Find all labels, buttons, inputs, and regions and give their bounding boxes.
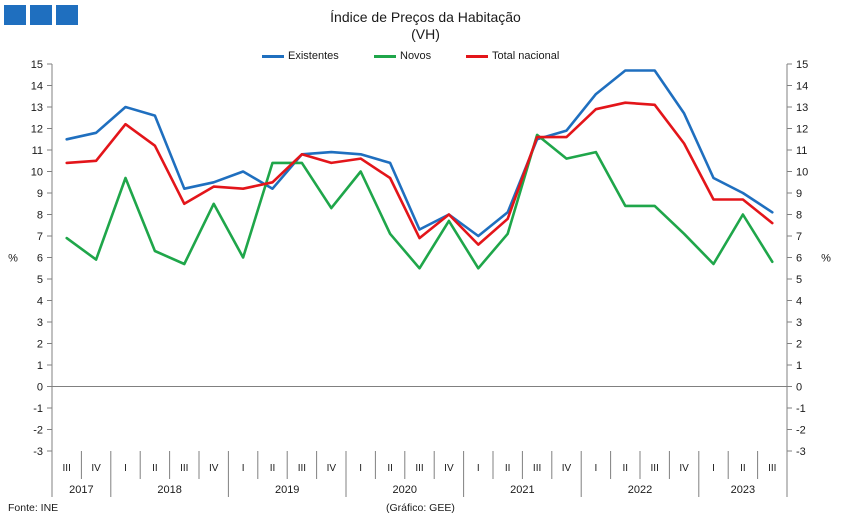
year-label: 2019	[275, 484, 299, 496]
y-axis-label-left: %	[8, 253, 18, 265]
quarter-label: II	[152, 463, 158, 474]
y-tick-label-left: -1	[33, 403, 43, 415]
quarter-label: I	[712, 463, 715, 474]
year-label: 2022	[628, 484, 652, 496]
header-square-2	[30, 5, 52, 25]
quarter-label: I	[124, 463, 127, 474]
year-label: 2023	[731, 484, 755, 496]
y-tick-label-right: 13	[796, 102, 808, 114]
legend-label-existentes: Existentes	[288, 50, 339, 62]
quarter-label: I	[477, 463, 480, 474]
series-line-novos	[65, 133, 774, 270]
y-tick-label-left: -2	[33, 425, 43, 437]
quarter-label: II	[387, 463, 393, 474]
y-tick-label-left: 2	[37, 339, 43, 351]
y-tick-label-right: 3	[796, 317, 802, 329]
y-axis-label-right: %	[821, 253, 831, 265]
y-tick-label-right: 11	[796, 145, 807, 157]
y-tick-label-right: 1	[796, 360, 802, 372]
y-tick-label-left: 9	[37, 188, 43, 200]
y-tick-label-right: 9	[796, 188, 802, 200]
y-tick-label-left: 15	[31, 59, 43, 71]
header-square-1	[4, 5, 26, 25]
quarter-label: IV	[209, 463, 219, 474]
quarter-label: IV	[444, 463, 454, 474]
y-tick-label-right: 4	[796, 296, 802, 308]
quarter-label: II	[270, 463, 276, 474]
legend-swatch-total	[466, 54, 488, 58]
y-tick-label-left: 13	[31, 102, 43, 114]
quarter-label: II	[740, 463, 746, 474]
y-tick-label-left: 4	[37, 296, 43, 308]
y-tick-label-right: 10	[796, 167, 808, 179]
quarter-label: IV	[562, 463, 572, 474]
footer-source: Fonte: INE	[8, 502, 59, 514]
year-label: 2021	[510, 484, 534, 496]
footer-credit: (Gráfico: GEE)	[386, 502, 455, 514]
year-label: 2018	[157, 484, 181, 496]
y-tick-label-right: 15	[796, 59, 808, 71]
quarter-label: III	[63, 463, 71, 474]
legend-label-novos: Novos	[400, 50, 432, 62]
series-line-total-nacional	[65, 101, 774, 246]
y-tick-label-right: 0	[796, 382, 802, 394]
y-tick-label-left: 14	[31, 81, 43, 93]
chart-title: Índice de Preços da Habitação	[330, 9, 521, 25]
y-tick-label-right: 2	[796, 339, 802, 351]
y-tick-label-right: -1	[796, 403, 806, 415]
y-tick-label-right: 8	[796, 210, 802, 222]
y-tick-label-left: 5	[37, 274, 43, 286]
quarter-label: III	[180, 463, 188, 474]
header-square-3	[56, 5, 78, 25]
year-label: 2017	[69, 484, 93, 496]
y-tick-label-left: 11	[32, 145, 43, 157]
quarter-label: I	[359, 463, 362, 474]
chart-subtitle: (VH)	[411, 26, 440, 42]
legend: Existentes Novos Total nacional	[0, 50, 851, 66]
quarter-label: II	[505, 463, 511, 474]
legend-item-existentes: Existentes	[262, 50, 339, 62]
y-tick-label-right: 14	[796, 81, 808, 93]
quarter-label: I	[595, 463, 598, 474]
y-tick-label-left: 3	[37, 317, 43, 329]
quarter-label: II	[623, 463, 629, 474]
y-tick-label-right: 5	[796, 274, 802, 286]
quarter-label: III	[651, 463, 659, 474]
quarter-label: IV	[91, 463, 101, 474]
year-label: 2020	[393, 484, 417, 496]
quarter-label: III	[298, 463, 306, 474]
quarter-label: IV	[679, 463, 689, 474]
legend-label-total: Total nacional	[492, 50, 560, 62]
quarter-label: III	[768, 463, 776, 474]
quarter-label: III	[415, 463, 423, 474]
quarter-label: I	[242, 463, 245, 474]
y-tick-label-left: 12	[31, 124, 43, 136]
y-tick-label-right: -3	[796, 446, 806, 458]
y-tick-label-right: 7	[796, 231, 802, 243]
y-tick-label-right: -2	[796, 425, 806, 437]
y-tick-label-right: 6	[796, 253, 802, 265]
y-tick-label-left: 8	[37, 210, 43, 222]
series-line-existentes	[65, 69, 774, 238]
y-tick-label-right: 12	[796, 124, 808, 136]
quarter-label: IV	[327, 463, 337, 474]
legend-item-total: Total nacional	[466, 50, 559, 62]
legend-swatch-existentes	[262, 54, 284, 58]
legend-item-novos: Novos	[374, 50, 431, 62]
y-tick-label-left: 1	[37, 360, 43, 372]
quarter-label: III	[533, 463, 541, 474]
y-tick-label-left: 6	[37, 253, 43, 265]
y-tick-label-left: -3	[33, 446, 43, 458]
y-tick-label-left: 7	[37, 231, 43, 243]
y-tick-label-left: 10	[31, 167, 43, 179]
y-tick-label-left: 0	[37, 382, 43, 394]
legend-swatch-novos	[374, 54, 396, 58]
